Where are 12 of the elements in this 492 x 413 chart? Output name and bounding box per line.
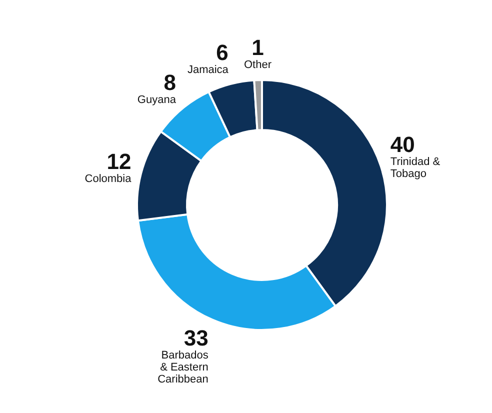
data-label: 1: [252, 35, 264, 60]
slice-label: Other: [244, 59, 272, 72]
slice-label: Colombia: [84, 173, 132, 186]
data-label: 6: [216, 40, 228, 65]
data-label: 40: [390, 132, 415, 158]
data-label: 33: [184, 326, 208, 351]
slice-label: Barbados & Eastern Caribbean: [158, 350, 209, 386]
slice-label: Guyana: [137, 94, 177, 106]
slice-label: Jamaica: [187, 64, 230, 76]
data-label: 12: [106, 149, 132, 174]
slice-label: Trinidad & Tobago: [390, 156, 441, 180]
data-label: 8: [164, 70, 176, 95]
